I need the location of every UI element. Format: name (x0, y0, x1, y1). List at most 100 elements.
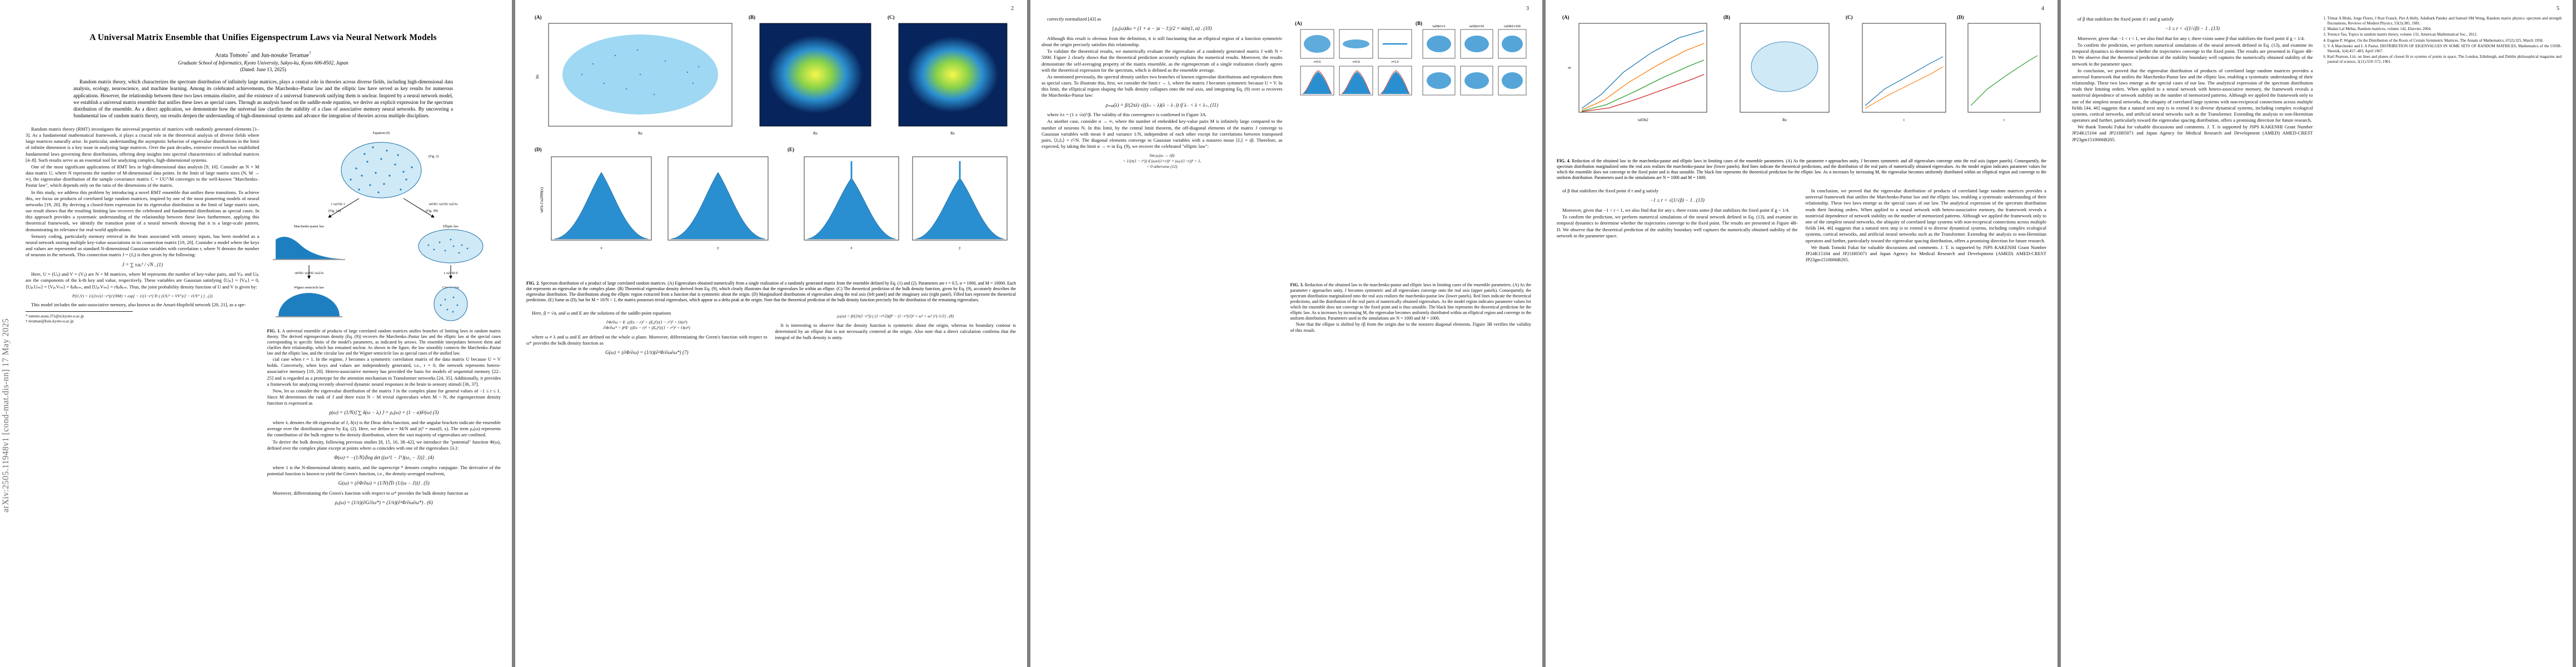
arxiv-stamp: arXiv:2505.11948v1 [cond-mat.dis-nn] 17 … (1, 318, 11, 512)
figure-3-caption-text: Reduction of the obtained law to the mar… (1290, 282, 1532, 321)
para: where 1 is the N-dimensional identity ma… (267, 464, 501, 476)
equation-13-repeat: −1 ≤ r < √(1/√β) − 1 . (13) (2165, 26, 2220, 32)
figure-2-graphic: (A) Re Im (B) (535, 14, 1008, 250)
fig2-A-xlabel: Re (638, 131, 642, 136)
footnote-email-2[interactable]: † teramae@kuis.kyoto-u.ac.jp (26, 318, 74, 323)
page-number-3: 3 (1526, 6, 1529, 12)
para: As mentioned previously, the spectral de… (1042, 73, 1283, 98)
equation-13: −1 ≤ r < √(1/√β) − 1 . (13) (1650, 197, 1705, 203)
figure-2-caption: FIG. 2. Spectrum distribution of a produ… (526, 281, 1016, 303)
para: Now, let us consider the eigenvalue dist… (267, 387, 501, 406)
para: In conclusion, we proved that the eigenv… (1805, 188, 2047, 243)
footnote-email-1[interactable]: * tomoto.arata.37z@st.kyoto-u.ac.jp (26, 313, 84, 318)
fig3-B-tick-1: \u03b1=1 (1432, 25, 1446, 28)
page-1: arXiv:2505.11948v1 [cond-mat.dis-nn] 17 … (0, 0, 512, 667)
fig1-label-elliptic: Elliptic law (443, 225, 459, 228)
author-1: Arata Tomoto (215, 52, 248, 59)
page2-col1: Here, β = √α, and ω and E are the soluti… (526, 310, 768, 360)
abstract-text: Random matrix theory, which characterize… (73, 79, 453, 118)
page2-columns: Here, β = √α, and ω and E are the soluti… (526, 310, 1016, 360)
fig3-B-row2 (1422, 66, 1526, 96)
figure-2-caption-text: Spectrum distribution of a product of la… (526, 281, 1016, 303)
reference-item: Eugene P. Wigner, On the Distribution of… (2328, 38, 2562, 43)
page3-col1: correctly normalized [43] as ∫ ρₐ(ω)dω =… (1042, 16, 1283, 335)
figure-4: (A) \u03b2 g (B) Re (C) t (D) (1557, 11, 2046, 156)
fig3-panel-B-label: (B) (1416, 21, 1422, 26)
fig3-A-tick-1: r=0.5 (1313, 61, 1321, 64)
fig2-D2-xlabel: y (717, 246, 719, 250)
fig4-panel-D-label: (D) (1957, 14, 1964, 20)
para: It is interesting to observe that the de… (775, 322, 1017, 341)
page5-col1: of β that stabilizes the fixed point if … (2072, 16, 2313, 143)
abstract: Random matrix theory, which characterize… (73, 78, 453, 119)
fig3-B-tick-3: \u03b1=100 (1504, 25, 1521, 28)
fig4-A-xlabel: \u03b2 (1637, 118, 1648, 122)
para: Moreover, differentiating the Green's fu… (272, 490, 469, 496)
para: Although this result is obvious from the… (1042, 35, 1283, 48)
fig2-panel-B-label: (B) (749, 14, 755, 20)
author-2-marker: † (308, 50, 311, 56)
equation-11: ρₘₚ(λ) = β/(2πλ) √((λ₊ − λ)(λ − λ₋)) if … (1105, 102, 1218, 108)
page3-columns: correctly normalized [43] as ∫ ρₐ(ω)dω =… (1042, 16, 1531, 335)
figure-1: Equation (9) (Fig. (267, 128, 501, 326)
para: where λ± = (1 ± √α)²/β. The validity of … (1047, 112, 1207, 118)
para: where ω ≠ λ and ω and E are defined on t… (526, 334, 768, 346)
fig2-A-ylabel: Im (535, 74, 540, 79)
fig2-D-ylabel: \u03c1\u2090(x) (540, 187, 544, 213)
fig4-D-xlabel: t (2004, 118, 2005, 122)
page4-col2: In conclusion, we proved that the eigenv… (1806, 188, 2047, 263)
equation-2: P(U,V) = 1/(2π√(1−r²))^{NM} × exp[ − 1/(… (72, 293, 213, 298)
page1-col1: Random matrix theory (RMT) investigates … (26, 126, 260, 510)
fig4-panel-C-label: (C) (1846, 14, 1853, 20)
para: In conclusion, we proved that the eigenv… (2072, 67, 2313, 123)
para: of β that stabilizes the fixed point if … (2077, 16, 2174, 22)
fig4-A-ylabel: g (1567, 67, 1571, 69)
page4-columns: of β that stabilizes the fixed point if … (1557, 188, 2046, 263)
reference-item: Terence Tao, Topics in random matrix the… (2328, 32, 2562, 37)
author-line: Arata Tomoto* and Jun-nosuke Teramae† (26, 51, 501, 59)
figure-1-caption: FIG. 1. A universal ensemble of products… (267, 328, 501, 356)
equation-12: lim ρₐ(ω → rβ) = 1/(π(1 − r²)) if (ωx/(1… (1123, 153, 1202, 169)
fig4-C-xlabel: t (1904, 118, 1905, 122)
figure-1-caption-text: A universal ensemble of products of larg… (267, 328, 501, 356)
reference-list: Tōmar A Bloki, Jorge Flores, J Rost Fran… (2321, 16, 2562, 64)
page-5: 5 of β that stabilizes the fixed point i… (2061, 0, 2573, 667)
figure-4-number: FIG. 4. (1557, 158, 1571, 163)
para: of β that stabilizes the fixed point if … (1562, 188, 1659, 194)
figure-1-graphic: Equation (9) (Fig. (272, 131, 483, 321)
figure-3-caption: FIG. 3. Reduction of the obtained law to… (1291, 282, 1532, 321)
equation-7: G(ω) = (∂Φ/∂ω) = (1/π)(∂²Φ/∂ω∂ω*) (7) (605, 350, 689, 356)
fig2-B-xlabel: Re (813, 131, 818, 136)
page4-col1: of β that stabilizes the fixed point if … (1557, 188, 1798, 263)
para: We thank Tomoki Fukai for valuable discu… (1805, 244, 2047, 263)
fig4-panel-B-label: (B) (1723, 14, 1730, 20)
fig1-eq-label: Equation (9) (372, 131, 389, 135)
page1-columns: Random matrix theory (RMT) investigates … (26, 126, 501, 510)
fig1-label-fig2: (Fig. 2) (428, 155, 439, 158)
fig2-panel-C-label: (C) (888, 14, 895, 20)
para: Random matrix theory (RMT) investigates … (26, 126, 260, 163)
figure-3-graphic: (A) (B) (1295, 21, 1526, 96)
figure-1-number: FIG. 1. (267, 328, 281, 334)
figure-3-number: FIG. 3. (1290, 282, 1304, 287)
fig1-label-fig3a: (Fig. 3A) (328, 209, 341, 213)
fig3-A-tick-2: r=0.9 (1352, 61, 1359, 64)
para: Here, β = √α, and ω and E are the soluti… (532, 310, 671, 316)
author-conjunction: and (250, 52, 261, 59)
fig4-panel-A-label: (A) (1562, 14, 1569, 20)
para: To confirm the prediction, we perform nu… (1557, 214, 1798, 238)
fig1-label-r-to-1: r \u2192 1 (331, 203, 345, 206)
fig4-B-xlabel: Re (1782, 118, 1787, 122)
fig1-label-mp: Marchenko-pastur law (293, 225, 324, 228)
para: This model includes the auto-associative… (31, 302, 246, 308)
author-1-marker: * (247, 50, 250, 56)
equation-10: ∫ ρₐ(ω)dω = (1 + α − |α − 1|)/2 = min(1,… (1112, 26, 1212, 32)
fig1-label-alpha-inf: \u03b1 \u2192 \u221e (428, 203, 458, 206)
para: We thank Tomoki Fukai for valuable discu… (2072, 124, 2313, 142)
page-number-4: 4 (2041, 6, 2044, 12)
fig2-panel-E-label: (E) (788, 147, 794, 152)
reference-item: Karl Pearson, Liii, on lines and planes … (2328, 54, 2562, 64)
para: correctly normalized [43] as (1047, 16, 1102, 22)
footnote-rule (26, 311, 133, 312)
